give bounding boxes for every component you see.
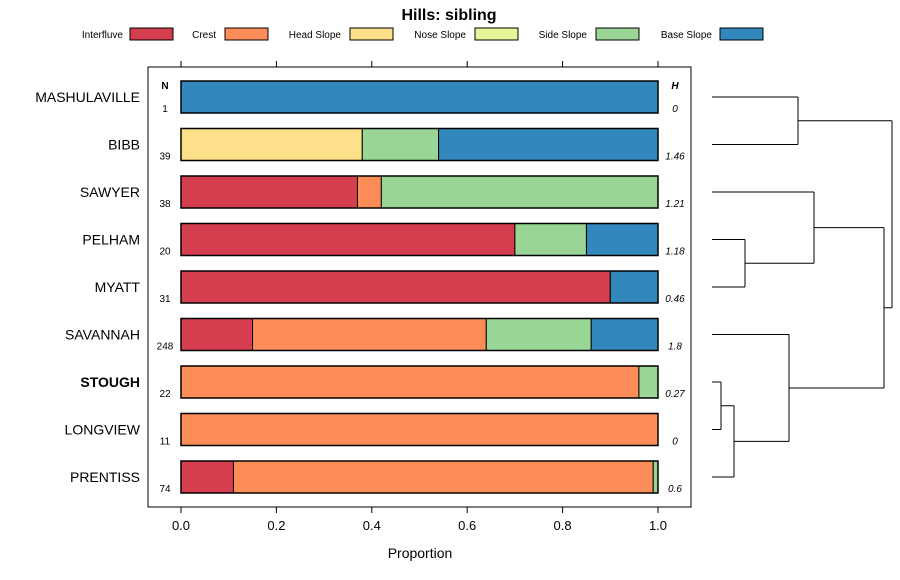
legend-label-head-slope: Head Slope — [289, 30, 342, 41]
bar-segment-pelham-base-slope — [585, 223, 659, 256]
legend-swatch-base-slope — [719, 27, 764, 41]
bar-outline-savannah — [180, 317, 659, 352]
h-label-bibb: 1.46 — [665, 152, 685, 163]
bar-outline-stough — [180, 365, 659, 399]
legend-swatch-interfluve — [129, 27, 174, 41]
x-tick-label-0.2: 0.2 — [267, 518, 285, 533]
category-label-savannah: SAVANNAH — [65, 327, 140, 343]
n-labels: 1 39 38 20 31 248 22 11 74 — [157, 104, 174, 495]
bar-segment-savannah-crest — [252, 318, 487, 351]
category-label-bibb: BIBB — [108, 137, 140, 153]
bar-outline-sawyer — [180, 175, 659, 209]
n-label-sawyer: 38 — [159, 199, 171, 210]
h-label-sawyer: 1.21 — [665, 199, 684, 210]
category-label-longview: LONGVIEW — [65, 422, 141, 438]
legend-label-nose-slope: Nose Slope — [414, 30, 466, 41]
bar-segment-stough-side-slope — [638, 365, 659, 399]
legend-label-side-slope: Side Slope — [539, 30, 588, 41]
bar-segment-bibb-head-slope — [180, 128, 363, 161]
legend-label-crest: Crest — [192, 30, 216, 41]
bar-segment-mashulaville-base-slope — [180, 80, 659, 114]
bar-segment-stough-crest — [180, 365, 640, 399]
bar-segment-prentiss-interfluve — [180, 460, 234, 494]
bar-segment-pelham-interfluve — [180, 223, 516, 256]
bar-row-stough — [180, 365, 659, 399]
bar-group — [180, 80, 659, 494]
bar-row-myatt — [180, 270, 659, 304]
x-tick-label-0.8: 0.8 — [554, 518, 572, 533]
legend-label-interfluve: Interfluve — [82, 30, 124, 41]
bar-segment-longview-crest — [180, 413, 659, 446]
bar-segment-bibb-base-slope — [438, 128, 659, 161]
legend-swatch-head-slope — [349, 27, 394, 41]
bar-row-savannah — [180, 317, 659, 352]
legend: Interfluve Crest Head Slope Nose Slope Side … — [82, 27, 764, 41]
legend-swatch-nose-slope — [474, 27, 519, 41]
legend-label-base-slope: Base Slope — [661, 30, 713, 41]
n-label-bibb: 39 — [159, 152, 171, 163]
bar-segment-myatt-interfluve — [180, 270, 611, 304]
category-label-pelham: PELHAM — [82, 232, 140, 248]
top-axis-ticks — [180, 61, 659, 67]
h-label-mashulaville: 0 — [672, 104, 678, 115]
bar-segment-pelham-side-slope — [514, 223, 587, 256]
x-tick-label-0.4: 0.4 — [363, 518, 381, 533]
bar-row-mashulaville — [180, 80, 659, 114]
h-label-prentiss: 0.6 — [668, 484, 682, 495]
chart-title: Hills: sibling — [401, 7, 496, 24]
bar-row-prentiss — [180, 460, 659, 494]
bar-segment-savannah-side-slope — [485, 318, 592, 351]
bar-row-longview — [180, 412, 659, 447]
bar-segment-sawyer-crest — [356, 175, 382, 209]
x-tick-label-1.0: 1.0 — [649, 518, 667, 533]
bar-segment-prentiss-crest — [232, 460, 654, 494]
category-label-mashulaville: MASHULAVILLE — [35, 89, 140, 105]
category-label-sawyer: SAWYER — [80, 184, 140, 200]
n-label-longview: 11 — [160, 437, 171, 448]
bar-row-pelham — [180, 222, 659, 257]
h-label-longview: 0 — [672, 437, 678, 448]
n-label-myatt: 31 — [159, 294, 171, 305]
n-label-prentiss: 74 — [159, 484, 171, 495]
bar-segment-bibb-side-slope — [361, 128, 440, 161]
bar-segment-savannah-base-slope — [590, 318, 659, 351]
bar-segment-myatt-base-slope — [609, 270, 659, 304]
category-labels: MASHULAVILLE BIBB SAWYER PELHAM MYATT SAVANNA… — [35, 89, 141, 485]
category-label-prentiss: PRENTISS — [70, 469, 140, 485]
bar-segment-savannah-interfluve — [180, 318, 254, 351]
dendrogram — [712, 96, 893, 478]
h-labels: 0 1.46 1.21 1.18 0.46 1.8 0.27 0 0.6 — [665, 104, 685, 495]
h-label-savannah: 1.8 — [668, 342, 682, 353]
n-label-savannah: 248 — [157, 342, 174, 353]
n-column-header: N — [161, 81, 168, 92]
legend-swatch-side-slope — [595, 27, 640, 41]
category-label-stough: STOUGH — [80, 374, 140, 390]
n-label-pelham: 20 — [159, 247, 171, 258]
plot-frame — [147, 66, 692, 508]
x-tick-label-0.0: 0.0 — [172, 518, 190, 533]
x-axis: 0.0 0.2 0.4 0.6 0.8 1.0 — [172, 507, 667, 533]
bar-segment-sawyer-interfluve — [180, 175, 358, 209]
bar-row-bibb — [180, 127, 659, 162]
bar-outline-prentiss — [180, 460, 659, 494]
n-label-stough: 22 — [159, 389, 171, 400]
n-label-mashulaville: 1 — [162, 104, 168, 115]
h-label-pelham: 1.18 — [665, 247, 685, 258]
bar-outline-longview — [180, 412, 659, 447]
category-label-myatt: MYATT — [95, 279, 141, 295]
h-label-myatt: 0.46 — [665, 294, 685, 305]
bar-outline-myatt — [180, 270, 659, 304]
bar-outline-bibb — [180, 127, 659, 162]
bar-outline-pelham — [180, 222, 659, 257]
bar-outline-mashulaville — [180, 80, 659, 114]
x-tick-label-0.6: 0.6 — [458, 518, 476, 533]
legend-swatch-crest — [224, 27, 269, 41]
bar-segment-sawyer-side-slope — [380, 175, 659, 209]
h-label-stough: 0.27 — [665, 389, 685, 400]
bar-row-sawyer — [180, 175, 659, 209]
x-axis-title: Proportion — [388, 545, 453, 561]
h-column-header: H — [671, 81, 679, 92]
